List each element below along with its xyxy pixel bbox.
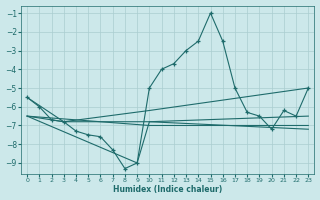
X-axis label: Humidex (Indice chaleur): Humidex (Indice chaleur) — [113, 185, 222, 194]
